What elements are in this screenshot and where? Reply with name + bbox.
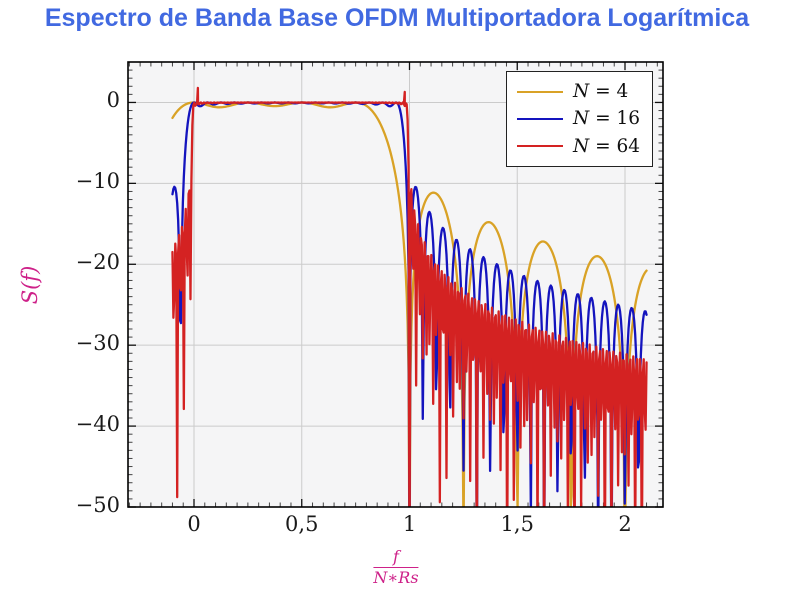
y-tick-label: −10 — [75, 169, 120, 194]
y-tick-label: 0 — [106, 88, 120, 113]
y-tick-label: −20 — [75, 250, 120, 275]
legend-label: N = 16 — [573, 108, 640, 130]
legend-line-swatch — [517, 145, 563, 148]
x-tick-label: 0 — [187, 512, 201, 536]
y-tick-label: −50 — [75, 493, 120, 517]
y-tick-label: −30 — [75, 331, 120, 356]
legend-line-swatch — [517, 90, 563, 93]
axis-frame — [127, 61, 664, 508]
curve-n64 — [171, 86, 648, 507]
legend: N = 4 N = 16 N = 64 — [506, 71, 653, 167]
legend-label: N = 4 — [573, 81, 629, 103]
x-axis-label-numerator: f — [393, 547, 399, 566]
x-tick-label: 1 — [402, 512, 417, 536]
legend-label: N = 64 — [573, 135, 640, 157]
fraction-bar: N∗Rs — [373, 566, 419, 587]
legend-item-n16: N = 16 — [517, 106, 642, 132]
legend-line-swatch — [517, 117, 563, 120]
legend-item-n4: N = 4 — [517, 79, 642, 105]
x-axis-label: f N∗Rs — [373, 547, 419, 587]
x-tick-label: 0,5 — [285, 512, 319, 536]
chart-title: Espectro de Banda Base OFDM Multiportado… — [44, 4, 750, 32]
x-tick-label: 2 — [618, 512, 632, 536]
y-tick-label: −40 — [75, 412, 120, 437]
x-tick-label: 1,5 — [500, 512, 534, 536]
x-axis-label-denominator: N∗Rs — [373, 567, 419, 587]
legend-item-n64: N = 64 — [517, 133, 642, 159]
